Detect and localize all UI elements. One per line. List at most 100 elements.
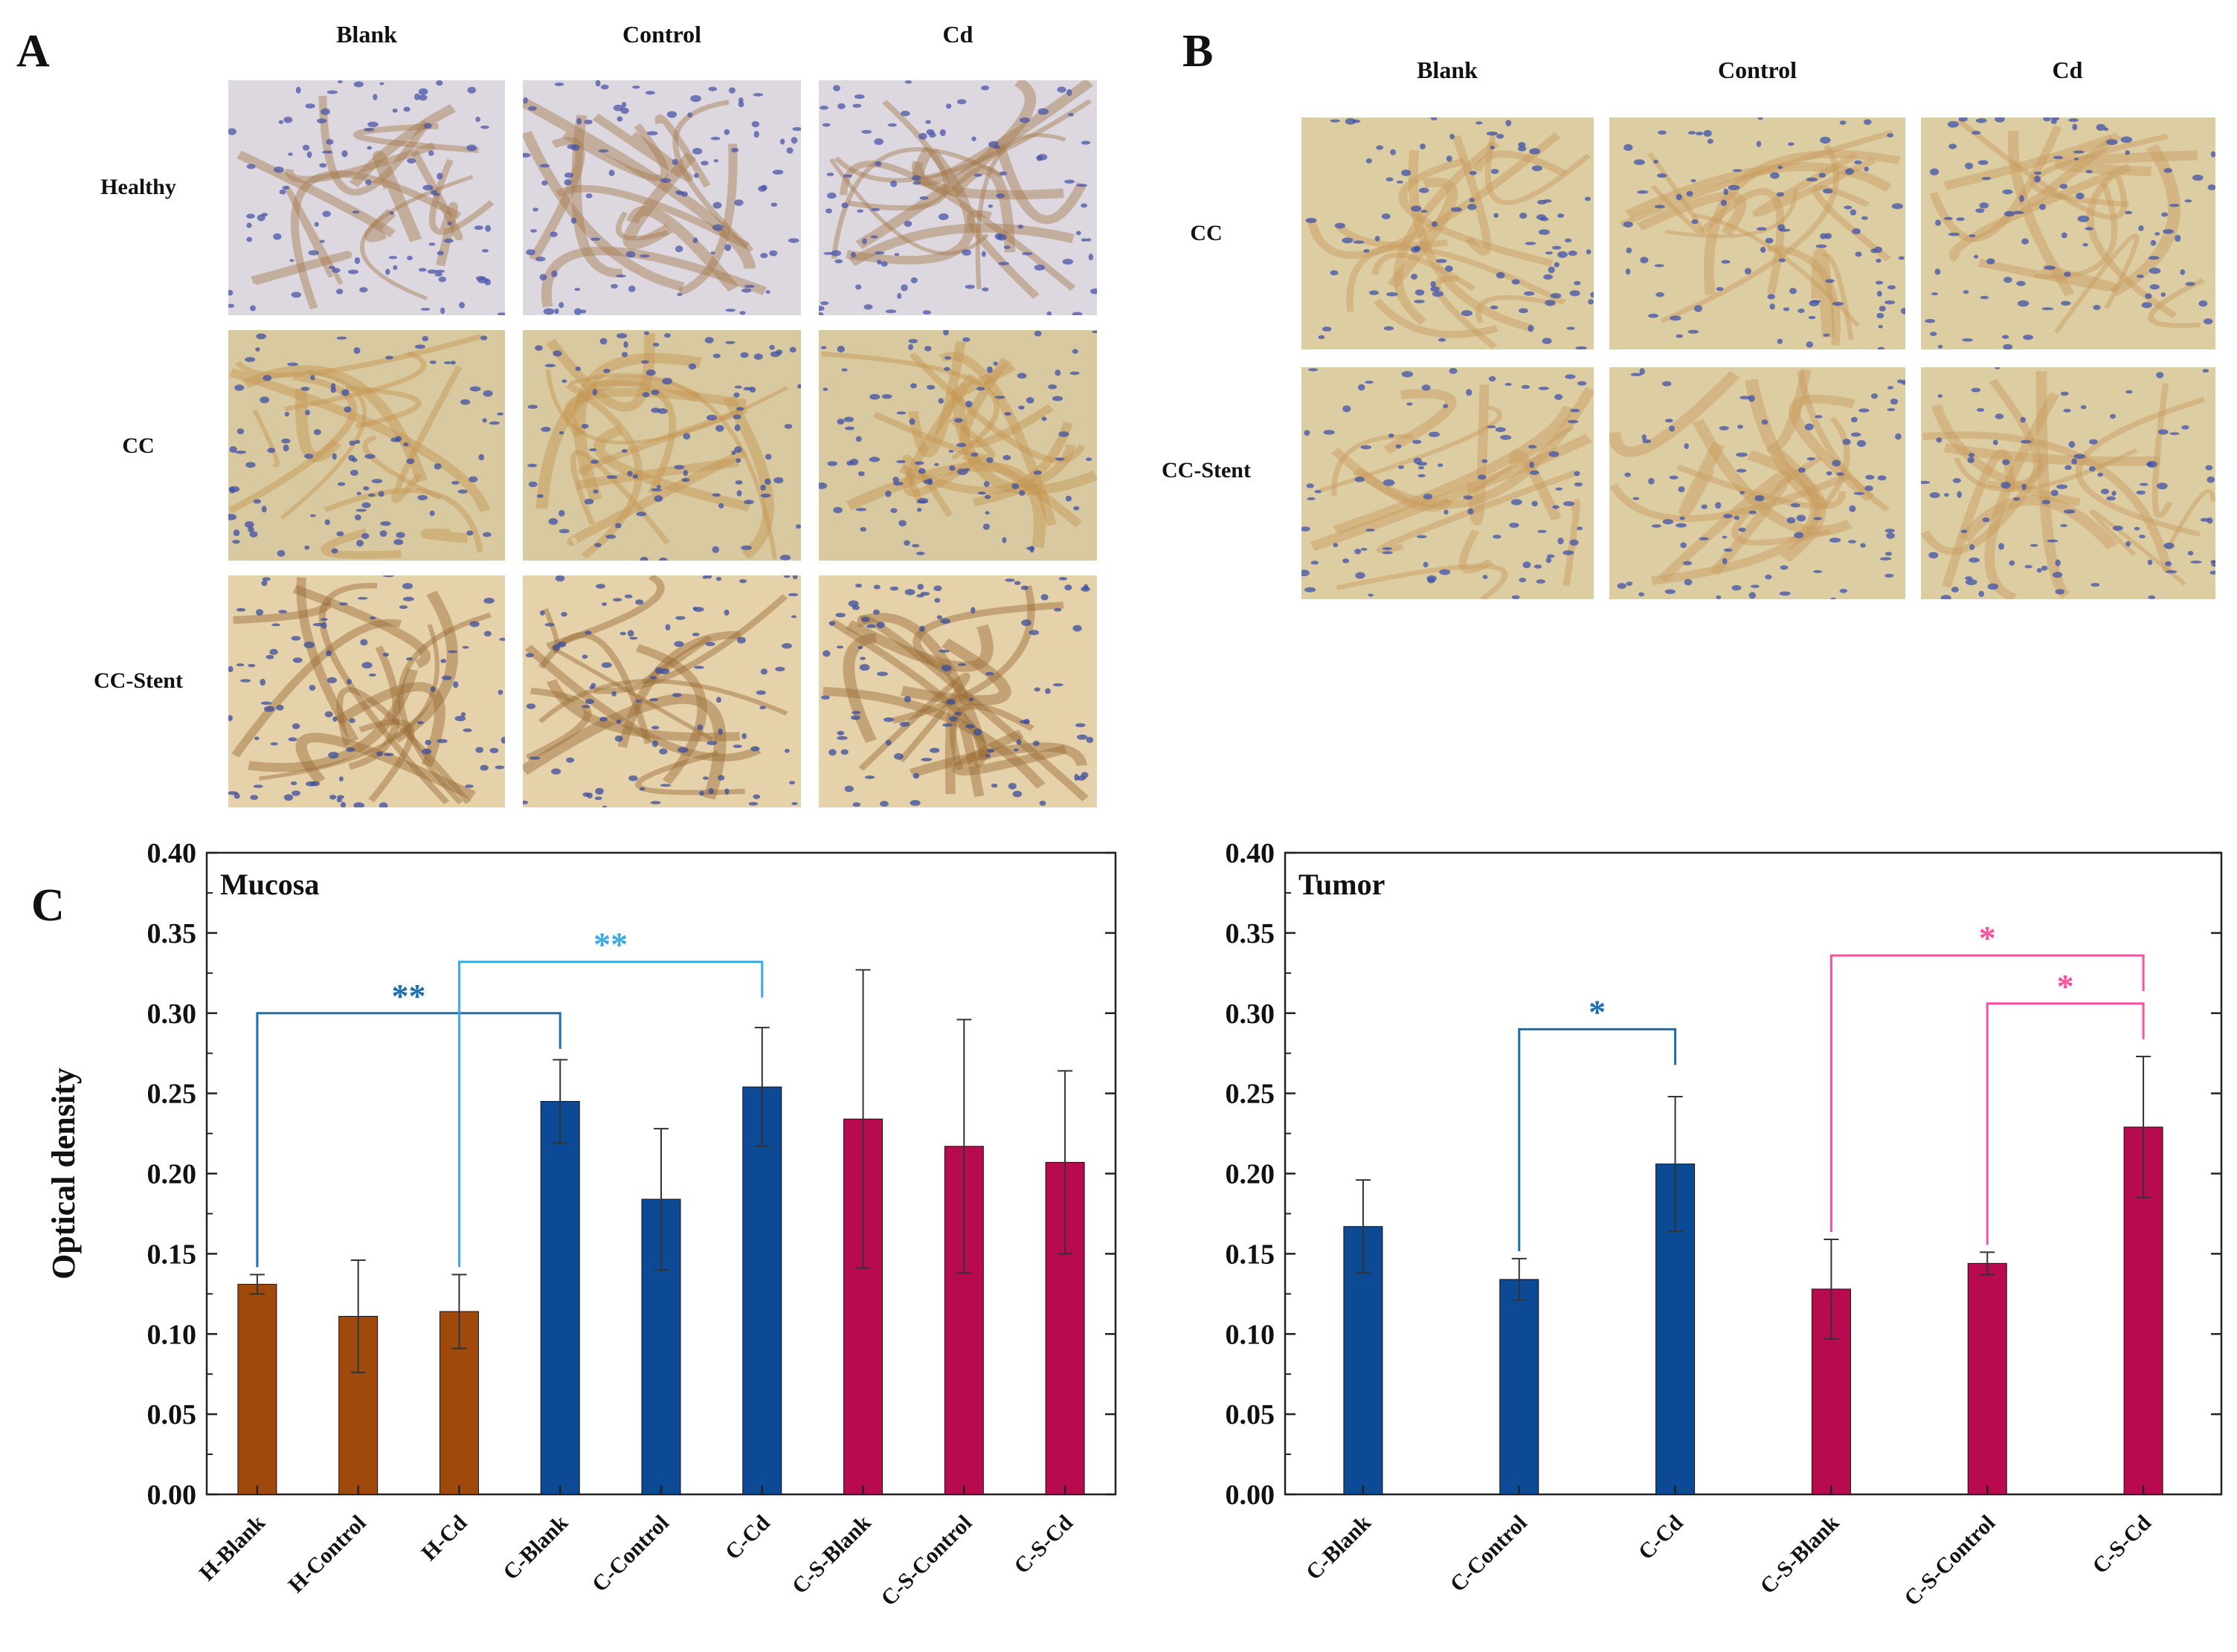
panel-b-row-cc: CC xyxy=(1190,221,1223,245)
y-tick-label: 0.00 xyxy=(147,1480,197,1511)
significance-bracket xyxy=(1829,954,2145,1232)
y-tick-label: 0.25 xyxy=(147,1079,197,1110)
significance-bracket xyxy=(1986,1002,2145,1245)
panel-a-column-blank: Blank xyxy=(336,21,397,48)
micrograph-texture xyxy=(1609,117,1905,349)
significance-bracket xyxy=(457,961,764,1268)
bar xyxy=(1967,1262,2007,1495)
x-tick-label: C-S-Blank xyxy=(788,1510,876,1598)
panel-a-image-healthy-control xyxy=(523,80,801,315)
panel-a-letter: A xyxy=(16,26,50,77)
micrograph-texture xyxy=(819,80,1097,315)
panel-b-column-blank: Blank xyxy=(1417,57,1478,83)
y-tick-label: 0.00 xyxy=(1226,1480,1275,1511)
y-tick-label: 0.40 xyxy=(1226,838,1275,869)
panel-b-letter: B xyxy=(1182,26,1214,77)
y-axis-label: Optical density xyxy=(45,1068,82,1280)
panel-a-image-healthy-cd xyxy=(819,80,1097,315)
y-tick-label: 0.15 xyxy=(147,1239,197,1270)
panel-c-charts: C 0.00 0.05 0.10 0.15 0.20 0.25 0.30 0.35 0.40 Opt… xyxy=(31,838,2223,1611)
significance-label: * xyxy=(1979,919,1996,957)
micrograph-texture xyxy=(523,575,801,807)
panel-b-column-control: Control xyxy=(1717,57,1797,83)
x-tick-label: C-Blank xyxy=(498,1510,573,1584)
significance-label: ** xyxy=(392,977,426,1015)
y-tick-label: 0.10 xyxy=(147,1319,197,1350)
x-tick-label: C-S-Cd xyxy=(1009,1510,1078,1578)
panel-a-row-cc-stent: CC-Stent xyxy=(94,668,183,693)
panel-c-letter: C xyxy=(31,880,65,931)
micrograph-texture xyxy=(1921,117,2215,349)
y-tick-label: 0.05 xyxy=(1226,1399,1275,1430)
significance-bracket xyxy=(256,1012,561,1268)
micrograph-texture xyxy=(228,575,505,807)
y-tick-label: 0.25 xyxy=(1226,1079,1275,1110)
x-tick-label: C-S-Control xyxy=(876,1511,976,1611)
panel-b-row-cc-stent: CC-Stent xyxy=(1162,458,1251,483)
panel-a-image-cc-stent-cd xyxy=(819,575,1097,807)
panel-a-row-cc: CC xyxy=(122,433,155,458)
x-tick-label: C-S-Cd xyxy=(2088,1510,2156,1578)
micrograph-texture xyxy=(1609,367,1905,599)
y-tick-label: 0.40 xyxy=(147,838,197,869)
x-tick-label: H-Cd xyxy=(416,1510,471,1565)
bar xyxy=(540,1100,580,1495)
chart-title: Mucosa xyxy=(220,868,319,901)
micrograph-texture xyxy=(523,330,801,561)
panel-a-image-cc-control xyxy=(523,330,801,561)
micrograph-texture xyxy=(228,330,505,561)
panel-a-image-cc-blank xyxy=(228,330,505,561)
y-tick-label: 0.20 xyxy=(147,1159,197,1190)
micrograph-texture xyxy=(228,80,505,315)
x-tick-label: C-Blank xyxy=(1301,1510,1376,1584)
micrograph-texture xyxy=(523,80,801,315)
panel-b-image-cc-blank xyxy=(1301,117,1594,349)
x-tick-label: C-S-Blank xyxy=(1756,1510,1844,1598)
significance-label: * xyxy=(2057,967,2074,1005)
tumor-chart: 0.00 0.05 0.10 0.15 0.20 0.25 0.30 0.35 0.40 Tumo… xyxy=(1226,838,2223,1611)
x-tick-label: H-Control xyxy=(283,1511,370,1598)
panel-a-row-healthy: Healthy xyxy=(100,175,176,199)
mucosa-chart: 0.00 0.05 0.10 0.15 0.20 0.25 0.30 0.35 0.40 Opti… xyxy=(45,838,1117,1611)
y-tick-label: 0.35 xyxy=(147,918,197,949)
bar xyxy=(742,1086,782,1495)
y-tick-label: 0.20 xyxy=(1226,1159,1275,1190)
y-tick-label: 0.05 xyxy=(147,1399,197,1430)
x-tick-label: C-Control xyxy=(1446,1511,1532,1597)
significance-bracket xyxy=(1518,1027,1677,1251)
x-tick-label: C-Cd xyxy=(721,1510,775,1564)
bar xyxy=(1499,1279,1539,1495)
panel-a-column-control: Control xyxy=(622,21,702,48)
x-tick-label: C-Control xyxy=(588,1511,674,1597)
y-tick-label: 0.10 xyxy=(1226,1319,1275,1350)
x-tick-label: H-Blank xyxy=(195,1510,270,1585)
x-tick-label: C-Cd xyxy=(1634,1510,1688,1564)
y-tick-label: 0.15 xyxy=(1226,1239,1275,1270)
panel-a-image-healthy-blank xyxy=(228,80,505,315)
micrograph-texture xyxy=(819,330,1097,561)
micrograph-texture xyxy=(1921,367,2215,599)
panel-b-column-cd: Cd xyxy=(2052,57,2083,83)
panel-b-image-cc-control xyxy=(1609,117,1905,349)
y-tick-label: 0.30 xyxy=(1226,998,1275,1030)
micrograph-texture xyxy=(1301,367,1594,599)
panel-a-image-cc-stent-control xyxy=(523,575,801,807)
micrograph-texture xyxy=(1301,117,1594,349)
y-tick-label: 0.30 xyxy=(147,998,197,1030)
panel-a-column-cd: Cd xyxy=(942,21,973,48)
significance-label: * xyxy=(1589,993,1606,1030)
panel-b-image-cc-cd xyxy=(1921,117,2215,349)
panel-b-image-cc-stent-cd xyxy=(1921,367,2215,599)
panel-a-image-cc-stent-blank xyxy=(228,575,505,807)
y-tick-label: 0.35 xyxy=(1226,918,1275,949)
plot-frame xyxy=(1284,851,2223,1496)
micrograph-texture xyxy=(819,575,1097,807)
significance-label: ** xyxy=(593,926,628,964)
bar xyxy=(237,1283,277,1495)
panel-b-image-cc-stent-control xyxy=(1609,367,1905,599)
panel-a-image-cc-cd xyxy=(819,330,1097,561)
chart-title: Tumor xyxy=(1298,868,1385,901)
x-tick-label: C-S-Control xyxy=(1899,1511,2000,1611)
panel-c: C xyxy=(31,880,65,931)
panel-b-image-cc-stent-blank xyxy=(1301,367,1594,599)
